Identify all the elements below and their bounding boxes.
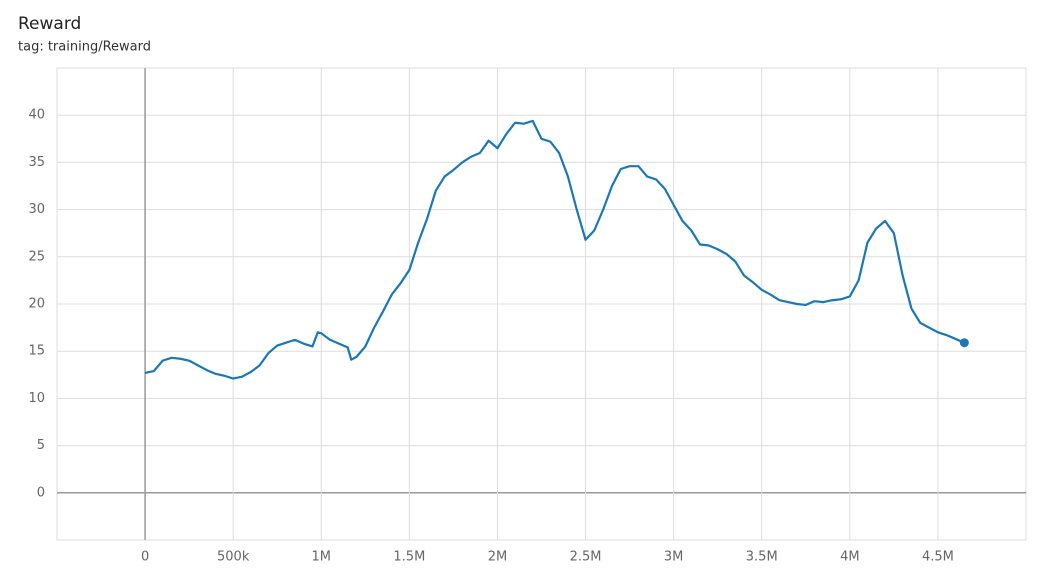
x-tick-label: 2.5M xyxy=(570,550,602,565)
y-tick-label: 35 xyxy=(28,155,45,170)
y-tick-label: 0 xyxy=(37,485,45,500)
chart-subtitle: tag: training/Reward xyxy=(18,40,151,55)
x-tick-label: 0 xyxy=(141,550,149,565)
y-tick-label: 5 xyxy=(37,438,45,453)
x-tick-label: 3.5M xyxy=(746,550,778,565)
x-tick-label: 4M xyxy=(840,550,860,565)
y-tick-label: 25 xyxy=(28,249,45,264)
x-tick-label: 500k xyxy=(217,550,250,565)
x-tick-label: 1M xyxy=(312,550,332,565)
y-tick-label: 10 xyxy=(28,391,45,406)
chart-title: Reward xyxy=(18,14,81,34)
y-tick-label: 30 xyxy=(28,202,45,217)
line xyxy=(144,119,965,380)
x-tick-label: 1.5M xyxy=(393,550,425,565)
x-tick-label: 4.5M xyxy=(922,550,954,565)
x-tick-label: 3M xyxy=(664,550,684,565)
y-tick-label: 15 xyxy=(28,344,45,359)
y-tick-label: 20 xyxy=(28,297,45,312)
end-point xyxy=(959,338,969,348)
y-tick-label: 40 xyxy=(28,108,45,123)
x-tick-label: 2M xyxy=(488,550,508,565)
